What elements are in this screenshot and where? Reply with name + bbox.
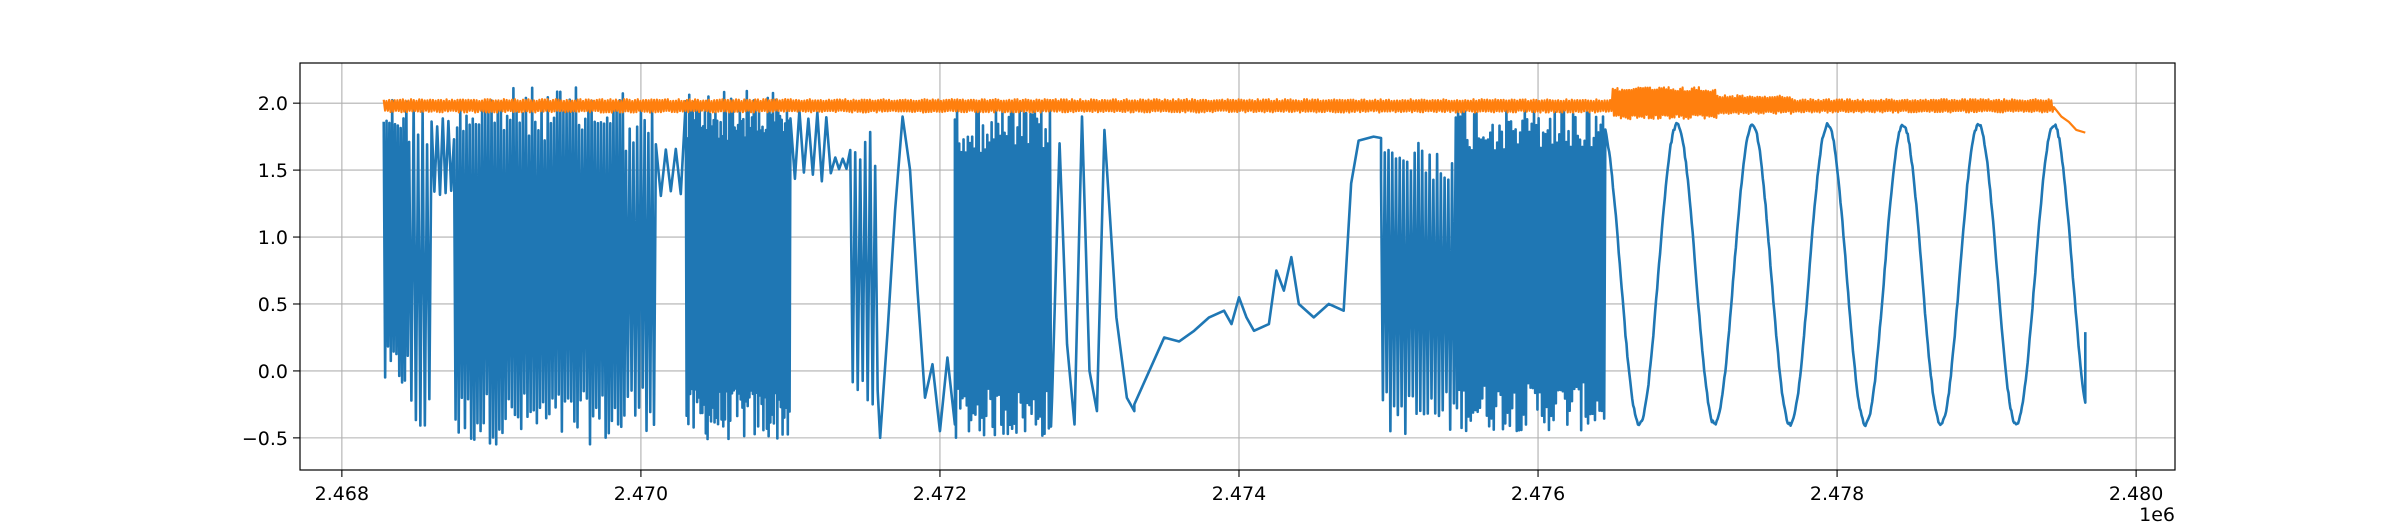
x-tick-label: 2.470 xyxy=(614,483,668,505)
x-tick-label: 2.474 xyxy=(1212,483,1266,505)
series-line-orange xyxy=(382,86,2086,134)
y-tick-label: 2.0 xyxy=(258,93,288,115)
x-tick-label: 2.472 xyxy=(913,483,967,505)
y-tick-label: 0.5 xyxy=(258,294,288,316)
x-tick-label: 2.476 xyxy=(1511,483,1565,505)
y-tick-label: 1.5 xyxy=(258,160,288,182)
x-offset-label: 1e6 xyxy=(2139,504,2175,525)
y-tick-label: 1.0 xyxy=(258,227,288,249)
x-tick-label: 2.478 xyxy=(1810,483,1864,505)
y-tick-label: 0.0 xyxy=(258,361,288,383)
x-tick-label: 2.468 xyxy=(315,483,369,505)
series-layer xyxy=(382,86,2087,446)
y-tick-label: −0.5 xyxy=(242,428,288,450)
series-line-blue xyxy=(382,86,2087,446)
x-tick-label: 2.480 xyxy=(2109,483,2163,505)
plot-frame xyxy=(299,62,2176,471)
ticks: 2.468 2.470 2.472 2.474 2.476 2.478 2.480 −0.5 0… xyxy=(242,93,2163,505)
